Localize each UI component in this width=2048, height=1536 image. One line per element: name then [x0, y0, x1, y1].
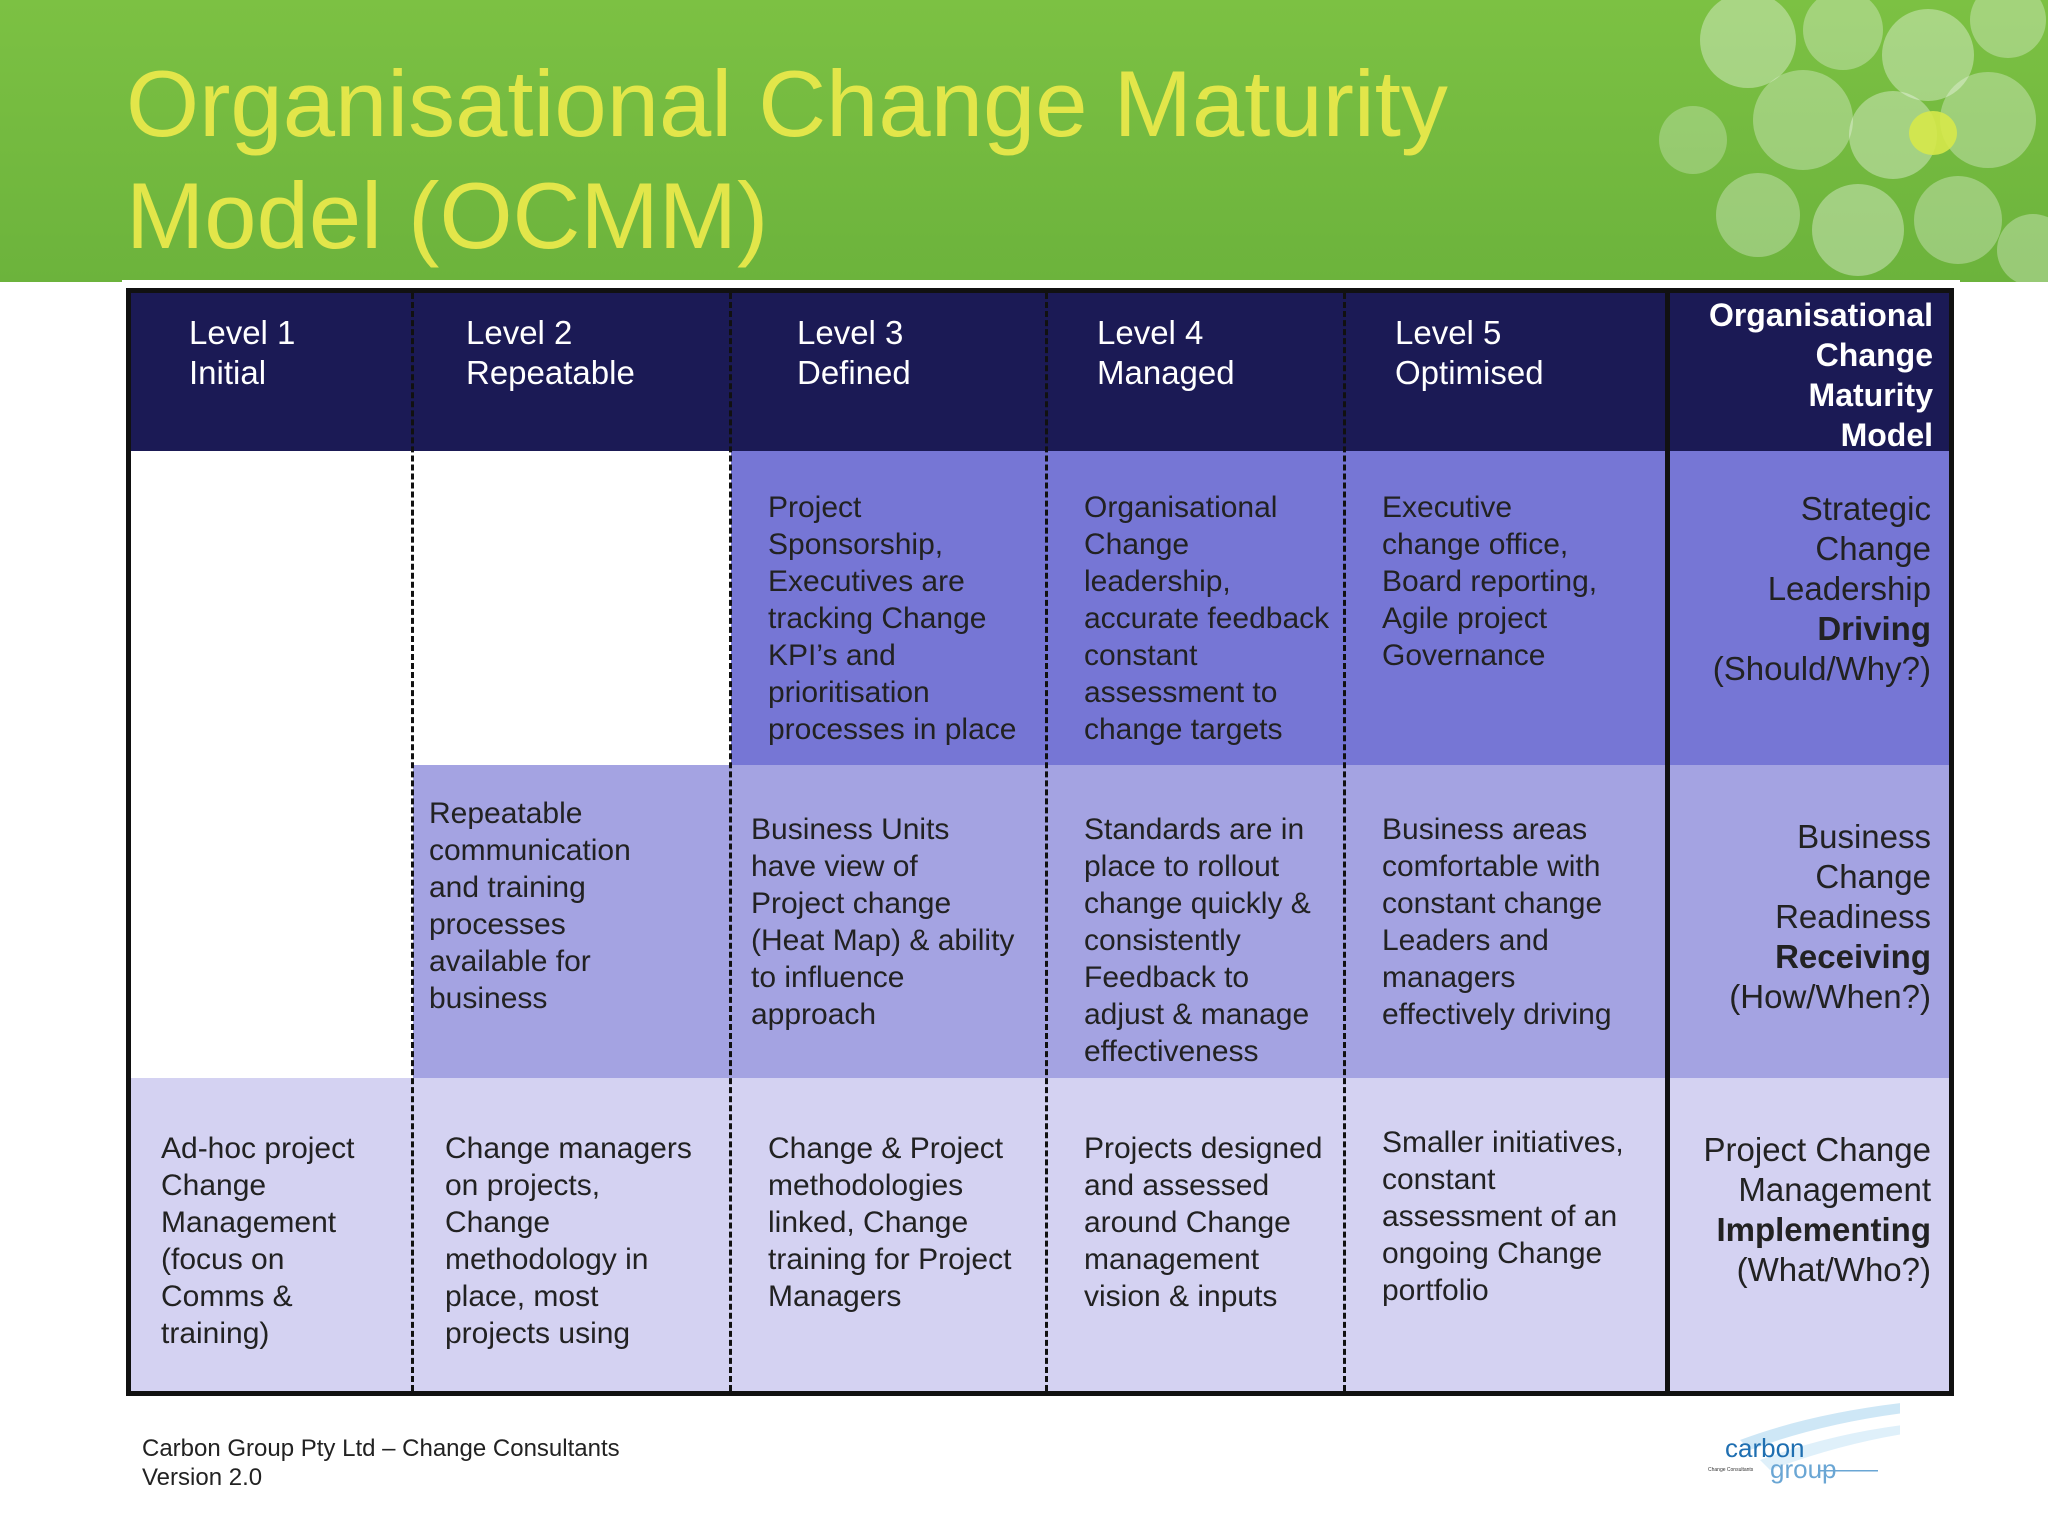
row3-level4-cell: Projects designed and assessed around Ch…	[1047, 1078, 1345, 1391]
row2-level4-text: Standards are in place to rollout change…	[1084, 813, 1311, 1068]
row3-model-mode: Implementing	[1716, 1211, 1931, 1248]
row3-level3-text: Change & Project methodologies linked, C…	[768, 1132, 1012, 1313]
row2-level5-cell: Business areas comfortable with constant…	[1345, 765, 1665, 1078]
title-underline	[122, 280, 1960, 288]
row3-level4-text: Projects designed and assessed around Ch…	[1084, 1132, 1323, 1313]
row1-model-text: Strategic Change Leadership Driving (Shoul…	[1713, 489, 1931, 689]
row2-model-cell: Business Change Readiness Receiving (How/W…	[1670, 765, 1949, 1078]
row3-level1-text: Ad-hoc project Change Management (focus …	[161, 1132, 355, 1350]
row1-model-question: (Should/Why?)	[1712, 650, 1931, 687]
level-4-label: Level 4 Managed	[1097, 314, 1235, 391]
row3-model-question: (What/Who?)	[1736, 1251, 1931, 1288]
column-divider	[1045, 293, 1048, 1391]
level-1-header: Level 1 Initial	[131, 293, 413, 451]
row2-level3-cell: Business Units have view of Project chan…	[731, 765, 1047, 1078]
level-2-header: Level 2 Repeatable	[413, 293, 731, 451]
level-3-label: Level 3 Defined	[797, 314, 911, 391]
level-5-header: Level 5 Optimised	[1345, 293, 1665, 451]
level-1-label: Level 1 Initial	[189, 314, 296, 391]
row3-level5-cell: Smaller initiatives, constant assessment…	[1345, 1078, 1665, 1391]
row2-level5-text: Business areas comfortable with constant…	[1382, 813, 1612, 1031]
row3-level1-cell: Ad-hoc project Change Management (focus …	[131, 1078, 413, 1391]
row1-level3-cell: Project Sponsorship, Executives are trac…	[731, 451, 1047, 765]
row1-level4-text: Organisational Change leadership, accura…	[1084, 491, 1330, 746]
logo-tagline: Change Consultants	[1708, 1467, 1754, 1473]
row3-level2-text: Change managers on projects, Change meth…	[445, 1132, 692, 1350]
maturity-table: Level 1 Initial Level 2 Repeatable Level…	[126, 288, 1954, 1396]
row2-level1-cell	[131, 765, 413, 1078]
footer-company: Carbon Group Pty Ltd – Change Consultant…	[142, 1435, 620, 1491]
level-5-label: Level 5 Optimised	[1395, 314, 1544, 391]
column-divider	[411, 293, 414, 1391]
carbon-group-logo: carbon group Change Consultants	[1708, 1403, 1900, 1484]
logo-word-group: group	[1770, 1454, 1837, 1484]
title-banner: Organisational Change Maturity Model (OC…	[0, 0, 2048, 282]
row1-model-category: Strategic Change Leadership	[1767, 490, 1931, 607]
row2-model-question: (How/When?)	[1729, 978, 1931, 1015]
level-3-header: Level 3 Defined	[731, 293, 1047, 451]
row3-level5-text: Smaller initiatives, constant assessment…	[1382, 1126, 1624, 1307]
row1-level3-text: Project Sponsorship, Executives are trac…	[768, 491, 1017, 746]
logo-word-carbon: carbon	[1725, 1433, 1805, 1463]
row2-level2-cell: Repeatable communication and training pr…	[413, 765, 731, 1078]
row3-model-category: Project Change Management	[1703, 1131, 1931, 1208]
row1-level5-cell: Executive change office, Board reporting…	[1345, 451, 1665, 765]
row2-model-mode: Receiving	[1775, 938, 1931, 975]
row2-model-text: Business Change Readiness Receiving (How/W…	[1729, 817, 1931, 1017]
model-header: Organisational Change Maturity Model	[1670, 293, 1949, 453]
level-2-label: Level 2 Repeatable	[466, 314, 635, 391]
row1-level2-cell	[413, 451, 731, 765]
row1-level1-cell	[131, 451, 413, 765]
row3-level2-cell: Change managers on projects, Change meth…	[413, 1078, 731, 1391]
column-divider	[729, 293, 732, 1391]
model-column-divider	[1665, 293, 1670, 1391]
row3-model-cell: Project Change Management Implementing (Wh…	[1670, 1078, 1949, 1391]
row1-level5-text: Executive change office, Board reporting…	[1382, 491, 1598, 672]
row3-level3-cell: Change & Project methodologies linked, C…	[731, 1078, 1047, 1391]
row1-level4-cell: Organisational Change leadership, accura…	[1047, 451, 1345, 765]
levels-header-row	[131, 293, 1791, 451]
row2-level3-text: Business Units have view of Project chan…	[751, 813, 1015, 1031]
row2-level2-text: Repeatable communication and training pr…	[429, 797, 631, 1015]
decorative-bubbles	[1659, 0, 2048, 282]
model-header-label: Organisational Change Maturity Model	[1708, 297, 1933, 453]
row3-model-text: Project Change Management Implementing (Wh…	[1704, 1130, 1931, 1290]
row2-level4-cell: Standards are in place to rollout change…	[1047, 765, 1345, 1078]
column-divider	[1343, 293, 1346, 1391]
row1-model-cell: Strategic Change Leadership Driving (Shoul…	[1670, 451, 1949, 765]
page-title: Organisational Change Maturity Model (OC…	[126, 51, 1448, 268]
row2-model-category: Business Change Readiness	[1775, 818, 1931, 935]
level-4-header: Level 4 Managed	[1047, 293, 1345, 451]
row1-model-mode: Driving	[1817, 610, 1931, 647]
